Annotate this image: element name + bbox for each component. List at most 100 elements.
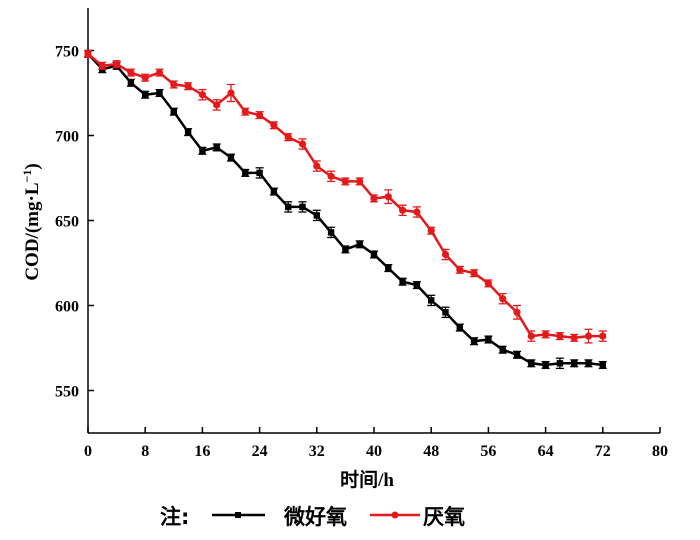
point-微好氧-27: [470, 338, 478, 345]
point-微好氧-20: [370, 251, 378, 258]
point-厌氧-25: [441, 250, 450, 259]
point-厌氧-10: [227, 89, 235, 97]
point-厌氧-24: [427, 227, 435, 235]
point-厌氧-36: [599, 332, 607, 340]
point-厌氧-34: [570, 334, 578, 342]
point-微好氧-8: [199, 147, 206, 154]
point-厌氧-22: [399, 206, 407, 214]
point-厌氧-15: [298, 140, 307, 148]
series-layer: [84, 49, 607, 370]
x-tick-label-56: 56: [480, 443, 496, 460]
point-微好氧-14: [285, 203, 292, 211]
point-厌氧-13: [270, 121, 278, 129]
point-微好氧-33: [556, 360, 564, 367]
point-微好氧-24: [428, 297, 435, 304]
point-厌氧-17: [327, 172, 335, 180]
point-微好氧-22: [399, 278, 406, 285]
point-厌氧-9: [213, 101, 221, 109]
x-tick-label-72: 72: [595, 443, 611, 460]
point-厌氧-26: [456, 266, 464, 274]
legend-marker-微好氧: [235, 512, 241, 518]
series-厌氧: [84, 49, 607, 344]
y-axis-title: COD/(mg·L−1): [20, 163, 43, 280]
point-厌氧-30: [513, 308, 521, 316]
point-微好氧-4: [142, 91, 149, 98]
point-微好氧-17: [327, 229, 335, 236]
point-微好氧-3: [127, 79, 135, 86]
point-厌氧-8: [198, 91, 206, 99]
point-厌氧-35: [584, 332, 593, 340]
point-厌氧-12: [256, 111, 264, 119]
point-微好氧-34: [571, 360, 578, 367]
x-axis-title: 时间/h: [340, 469, 394, 491]
legend: 注: 微好氧 厌氧: [160, 505, 465, 529]
point-微好氧-35: [585, 360, 592, 367]
point-微好氧-36: [599, 361, 606, 369]
point-微好氧-6: [170, 108, 177, 115]
x-tick-label-24: 24: [252, 443, 268, 460]
legend-label-厌氧: 厌氧: [423, 505, 465, 529]
point-厌氧-4: [141, 74, 149, 82]
y-tick-label-650: 650: [55, 214, 79, 231]
point-厌氧-31: [527, 332, 535, 340]
point-微好氧-28: [485, 336, 492, 343]
point-微好氧-5: [156, 89, 163, 97]
point-厌氧-16: [313, 162, 321, 170]
legend-label-微好氧: 微好氧: [283, 505, 347, 529]
x-tick-label-8: 8: [141, 443, 149, 460]
point-厌氧-2: [113, 60, 121, 68]
point-微好氧-29: [499, 346, 506, 353]
point-厌氧-27: [470, 269, 478, 277]
x-tick-label-80: 80: [652, 443, 668, 460]
x-tick-label-32: 32: [309, 443, 325, 460]
point-厌氧-32: [542, 330, 550, 338]
series-line-厌氧: [87, 52, 603, 340]
series-微好氧: [84, 49, 607, 370]
x-tick-label-16: 16: [194, 443, 210, 460]
point-厌氧-28: [484, 279, 492, 287]
point-微好氧-12: [256, 169, 263, 177]
y-tick-label-600: 600: [55, 299, 79, 316]
point-厌氧-20: [370, 194, 378, 202]
point-厌氧-29: [499, 295, 507, 303]
y-tick-label-550: 550: [55, 384, 79, 401]
axis-ticks: 0 8 16 24 32 40 48 56 64 72 80 550 600 650 700 750: [55, 44, 668, 461]
point-厌氧-19: [356, 177, 364, 185]
x-tick-label-48: 48: [423, 443, 439, 460]
point-厌氧-5: [155, 69, 164, 77]
point-厌氧-14: [284, 133, 292, 141]
point-微好氧-10: [227, 154, 235, 161]
y-tick-label-750: 750: [55, 44, 79, 61]
point-厌氧-6: [170, 80, 178, 89]
point-微好氧-23: [413, 281, 421, 289]
point-微好氧-30: [513, 351, 521, 358]
point-厌氧-3: [127, 69, 135, 77]
point-微好氧-19: [356, 241, 363, 248]
point-厌氧-0: [84, 50, 92, 58]
point-厌氧-18: [341, 177, 349, 185]
point-微好氧-18: [342, 246, 349, 253]
point-微好氧-25: [442, 309, 449, 316]
point-微好氧-16: [313, 212, 320, 219]
y-tick-label-700: 700: [55, 129, 79, 146]
x-tick-label-64: 64: [538, 443, 554, 460]
point-微好氧-9: [213, 144, 220, 151]
point-微好氧-11: [242, 169, 249, 177]
point-微好氧-26: [456, 324, 463, 331]
point-厌氧-1: [98, 62, 106, 70]
point-微好氧-31: [528, 360, 535, 367]
point-微好氧-32: [542, 361, 549, 369]
point-厌氧-21: [384, 193, 392, 201]
point-厌氧-23: [413, 208, 421, 216]
point-厌氧-11: [241, 108, 249, 116]
x-tick-label-0: 0: [84, 443, 92, 460]
axes: [87, 8, 660, 434]
point-微好氧-15: [299, 203, 306, 211]
point-微好氧-13: [270, 188, 278, 195]
x-tick-label-40: 40: [366, 443, 382, 460]
legend-prefix: 注:: [160, 505, 189, 529]
point-微好氧-7: [184, 128, 192, 136]
point-厌氧-7: [184, 82, 192, 90]
point-厌氧-33: [556, 332, 564, 340]
